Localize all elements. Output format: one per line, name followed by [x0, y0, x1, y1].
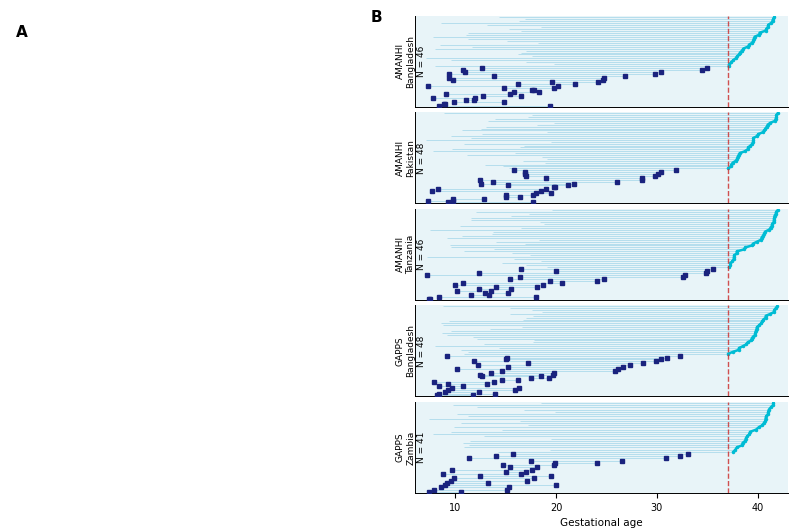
Text: B: B	[370, 11, 382, 25]
Y-axis label: AMANHI
Pakistan
N = 48: AMANHI Pakistan N = 48	[396, 139, 426, 177]
Y-axis label: AMANHI
Tanzania
N = 46: AMANHI Tanzania N = 46	[396, 235, 426, 274]
Y-axis label: AMANHI
Bangladesh
N = 46: AMANHI Bangladesh N = 46	[396, 35, 426, 88]
Y-axis label: GAPPS
Zambia
N = 41: GAPPS Zambia N = 41	[396, 430, 426, 464]
Text: A: A	[16, 25, 27, 40]
X-axis label: Gestational age: Gestational age	[560, 518, 642, 528]
Y-axis label: GAPPS
Bangladesh
N = 48: GAPPS Bangladesh N = 48	[396, 324, 426, 377]
